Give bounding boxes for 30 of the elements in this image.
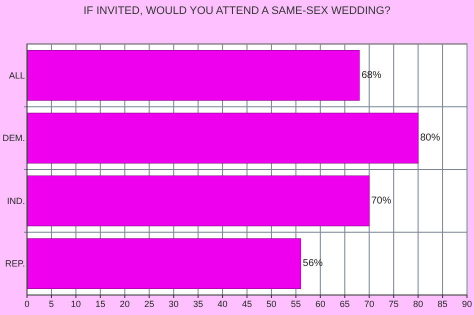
x-tick-label: 25 [144, 299, 154, 309]
x-tick-label: 75 [388, 299, 399, 309]
x-tick-label: 5 [48, 299, 54, 309]
x-tick-label: 10 [70, 299, 81, 309]
bar [26, 50, 360, 101]
x-tick-label: 30 [168, 299, 179, 309]
x-tick-label: 65 [340, 299, 350, 309]
bar [26, 112, 418, 164]
chart-title: IF INVITED, WOULD YOU ATTEND A SAME-SEX WEDDING? [83, 5, 391, 17]
data-label: 80% [420, 132, 440, 144]
x-tick-label: 90 [462, 299, 472, 309]
bar [26, 238, 302, 289]
x-tick-label: 50 [266, 299, 276, 309]
y-tick-label: REP. [5, 258, 25, 269]
x-tick-label: 20 [120, 299, 130, 309]
y-tick-label: DEM. [2, 133, 25, 144]
x-tick-label: 80 [413, 299, 424, 309]
x-tick-label: 15 [95, 299, 106, 309]
x-tick-label: 85 [438, 299, 448, 309]
y-tick-label: ALL [8, 70, 25, 80]
bar [26, 176, 370, 226]
x-tick-label: 40 [218, 299, 228, 309]
x-tick-label: 0 [24, 299, 30, 309]
x-tick-label: 55 [290, 299, 301, 309]
x-tick-label: 45 [242, 299, 252, 309]
x-tick-label: 70 [364, 299, 374, 309]
x-tick-label: 35 [193, 299, 204, 309]
x-tick-label: 60 [315, 299, 326, 309]
y-tick-label: IND. [7, 196, 25, 206]
data-label: 70% [371, 195, 392, 206]
